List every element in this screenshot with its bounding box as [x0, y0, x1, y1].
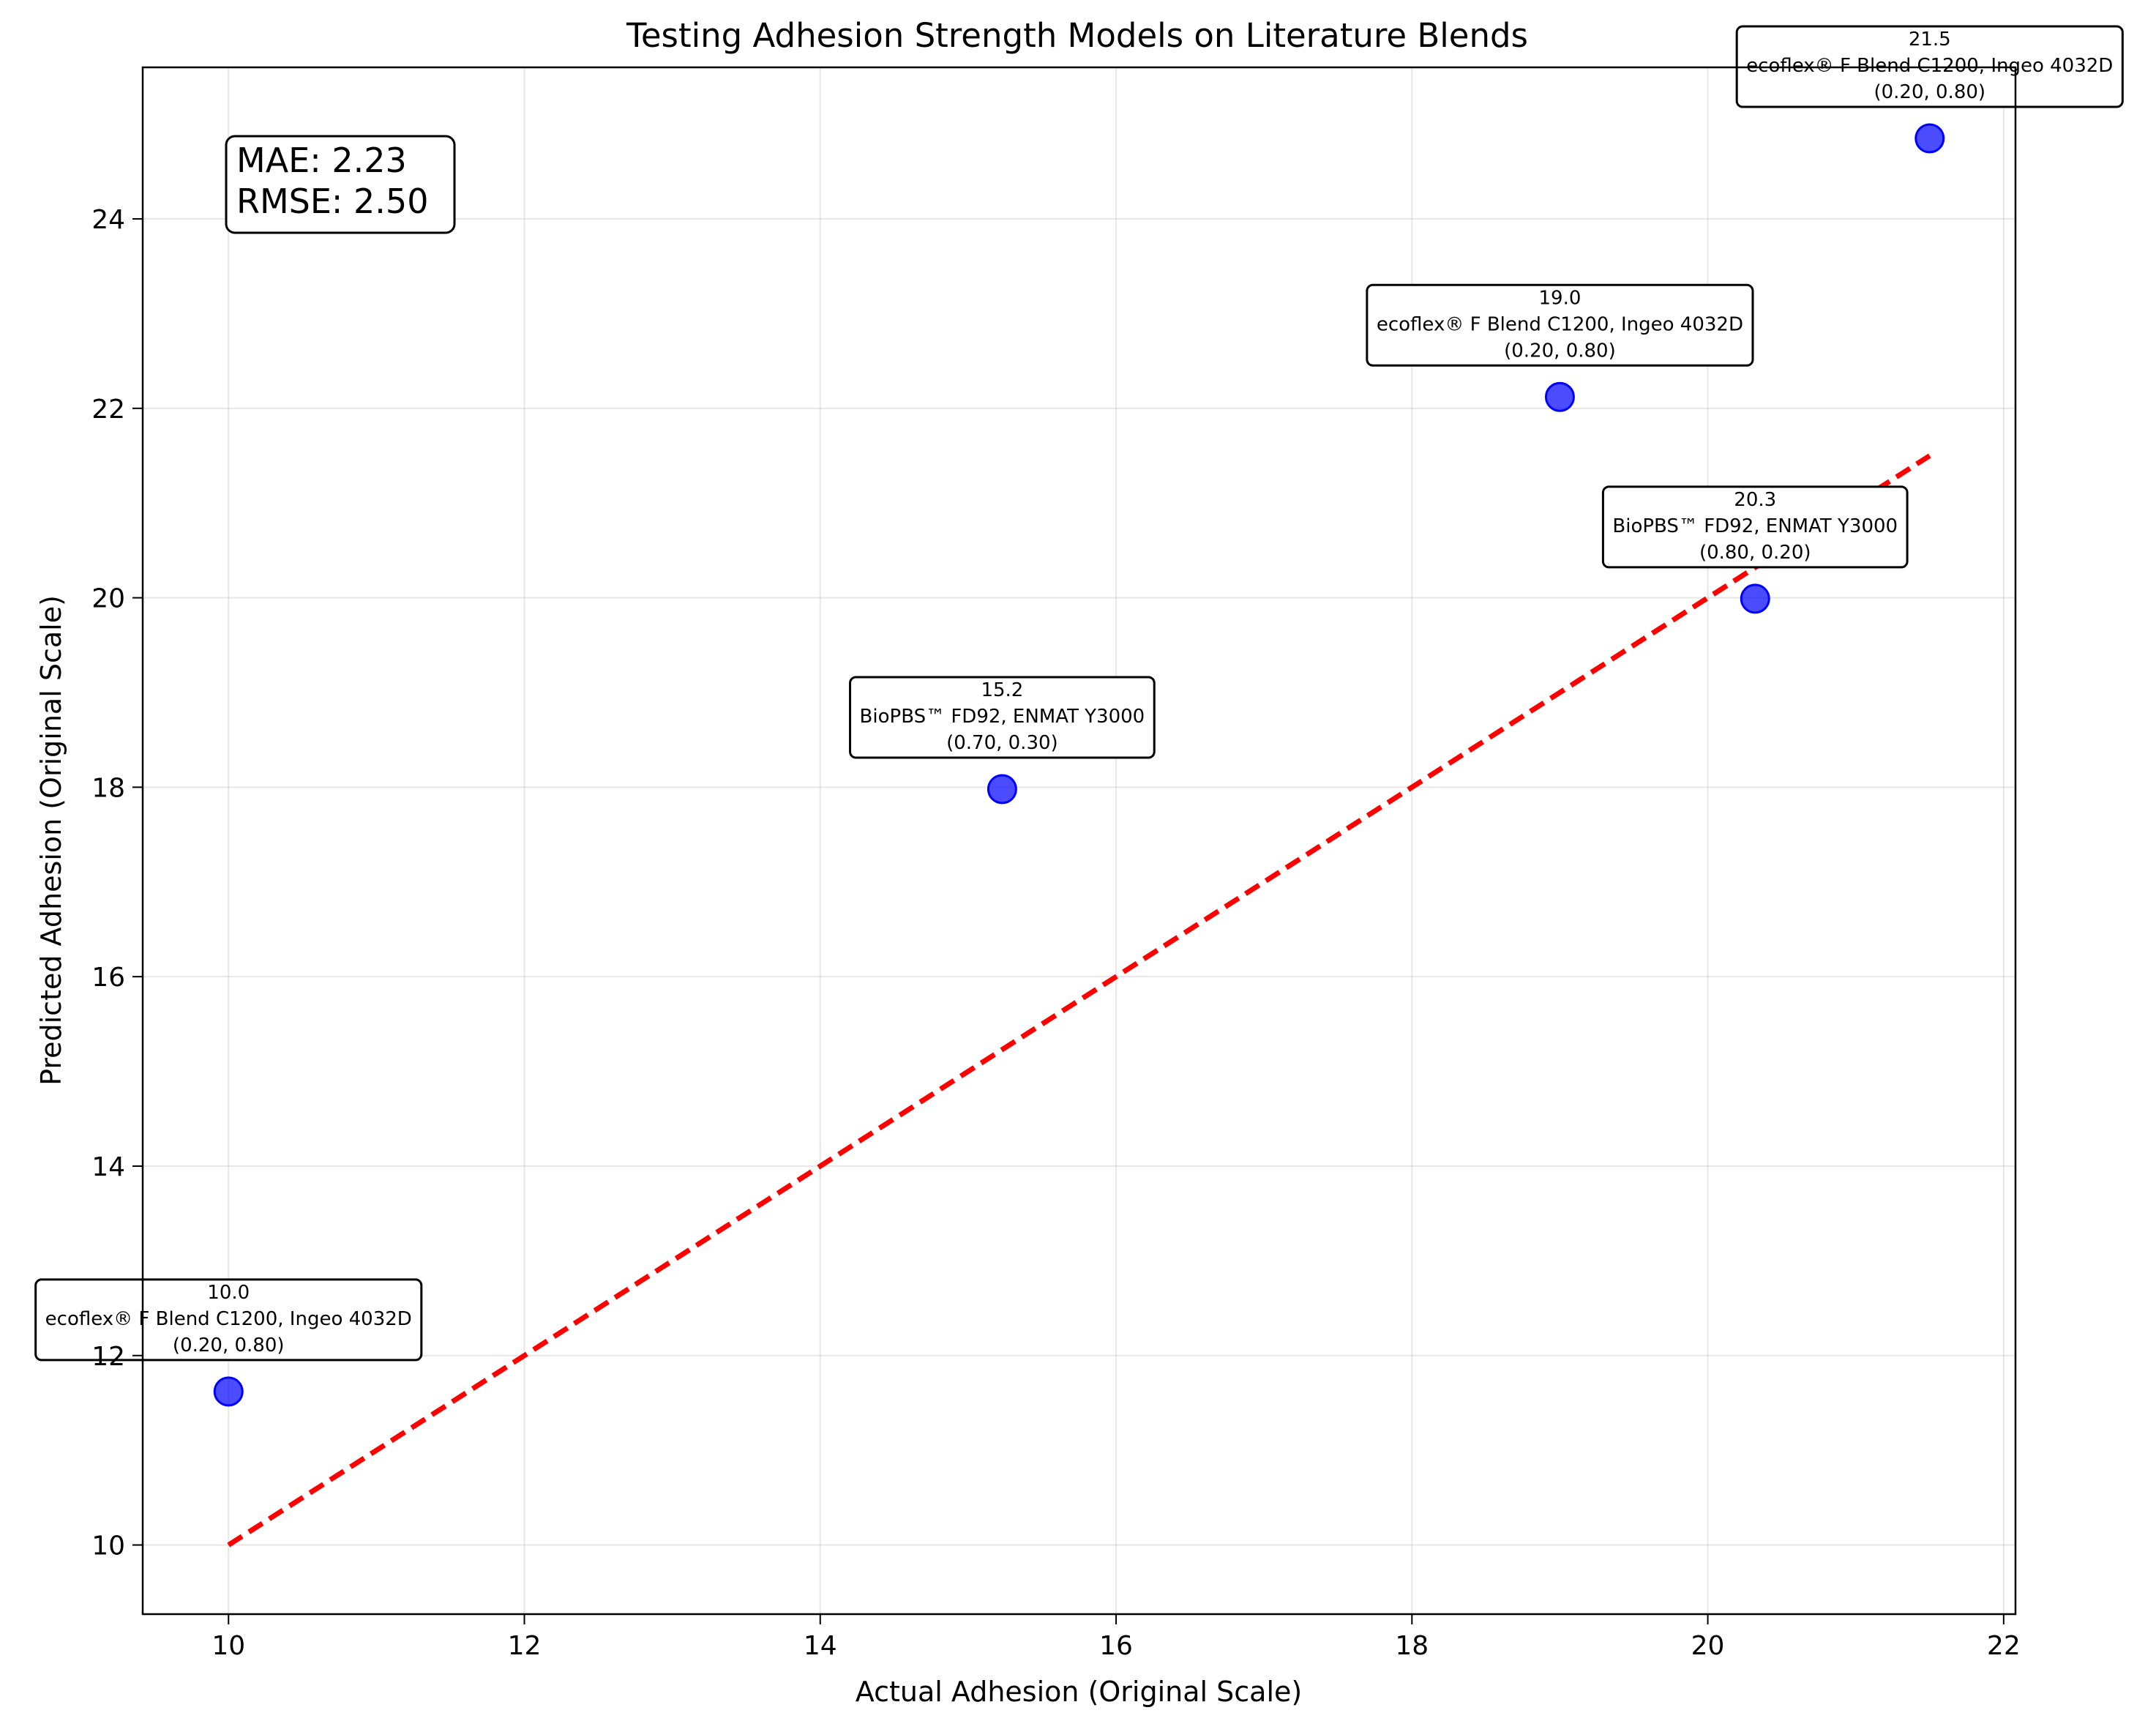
annotation-box	[849, 676, 1156, 759]
point-annotation: 10.0 ecoflex® F Blend C1200, Ingeo 4032D (…	[34, 1278, 423, 1362]
x-tick-label: 22	[1987, 1631, 2021, 1661]
y-tick-label: 12	[91, 1342, 125, 1372]
x-axis-ticks: 10 12 14 16 18 20 22	[212, 1614, 2021, 1661]
y-axis-label: Predicted Adhesion (Original Scale)	[35, 595, 67, 1086]
x-tick-label: 18	[1395, 1631, 1429, 1661]
rmse-text: RMSE: 2.50	[236, 182, 428, 221]
y-tick-label: 24	[91, 205, 125, 235]
annotation-blend: BioPBS™ FD92, ENMAT Y3000	[860, 706, 1145, 728]
annotation-blend: BioPBS™ FD92, ENMAT Y3000	[1612, 515, 1898, 537]
annotation-ratio: (0.70, 0.30)	[946, 732, 1058, 754]
annotation-box	[1366, 283, 1754, 367]
mae-text: MAE: 2.23	[236, 141, 407, 180]
data-point	[1544, 381, 1575, 412]
x-tick-label: 16	[1099, 1631, 1133, 1661]
y-tick-label: 20	[91, 584, 125, 614]
y-axis-ticks: 10 12 14 16 18 20 22 24	[91, 205, 143, 1561]
point-annotation: 15.2 BioPBS™ FD92, ENMAT Y3000 (0.70, 0.30…	[849, 676, 1156, 759]
metrics-box: MAE: 2.23 RMSE: 2.50	[225, 135, 456, 234]
annotation-box	[1601, 485, 1909, 569]
data-point	[987, 774, 1017, 805]
annotation-value: 19.0	[1538, 287, 1581, 309]
data-point	[213, 1376, 244, 1407]
x-tick-label: 20	[1691, 1631, 1725, 1661]
data-point	[1740, 583, 1770, 614]
point-annotation: 19.0 ecoflex® F Blend C1200, Ingeo 4032D (…	[1366, 283, 1754, 367]
reference-line	[227, 453, 1931, 1548]
annotation-blend: ecoflex® F Blend C1200, Ingeo 4032D	[1377, 313, 1743, 335]
annotation-value: 10.0	[207, 1282, 250, 1304]
annotation-ratio: (0.20, 0.80)	[173, 1335, 285, 1356]
y-tick-label: 10	[91, 1531, 125, 1561]
annotation-value: 15.2	[981, 679, 1023, 701]
plot-frame	[141, 66, 2017, 1616]
x-tick-label: 10	[212, 1631, 245, 1661]
annotation-ratio: (0.20, 0.80)	[1874, 81, 1985, 103]
x-axis-label: Actual Adhesion (Original Scale)	[856, 1676, 1302, 1708]
data-point	[1914, 123, 1945, 154]
annotation-blend: ecoflex® F Blend C1200, Ingeo 4032D	[45, 1308, 412, 1330]
metrics-box-frame	[225, 135, 456, 234]
y-tick-label: 14	[91, 1152, 125, 1182]
annotation-ratio: (0.20, 0.80)	[1504, 340, 1616, 362]
annotation-value: 21.5	[1909, 29, 1951, 51]
point-annotations: 10.0 ecoflex® F Blend C1200, Ingeo 4032D (…	[34, 25, 2124, 1362]
x-tick-label: 14	[804, 1631, 837, 1661]
y-tick-label: 18	[91, 773, 125, 803]
annotation-value: 20.3	[1734, 489, 1776, 511]
point-annotation: 20.3 BioPBS™ FD92, ENMAT Y3000 (0.80, 0.20…	[1601, 485, 1909, 569]
x-tick-label: 12	[508, 1631, 542, 1661]
annotation-box	[34, 1278, 423, 1362]
data-points	[213, 123, 1945, 1407]
annotation-blend: ecoflex® F Blend C1200, Ingeo 4032D	[1746, 55, 2113, 77]
chart-title: Testing Adhesion Strength Models on Lite…	[626, 16, 1528, 55]
y-tick-label: 22	[91, 395, 125, 425]
y-tick-label: 16	[91, 963, 125, 993]
annotation-ratio: (0.80, 0.20)	[1699, 542, 1811, 564]
